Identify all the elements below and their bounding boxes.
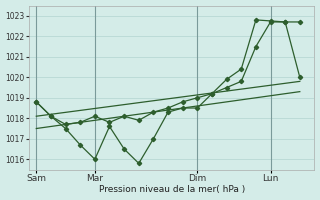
X-axis label: Pression niveau de la mer( hPa ): Pression niveau de la mer( hPa ): [99, 185, 245, 194]
